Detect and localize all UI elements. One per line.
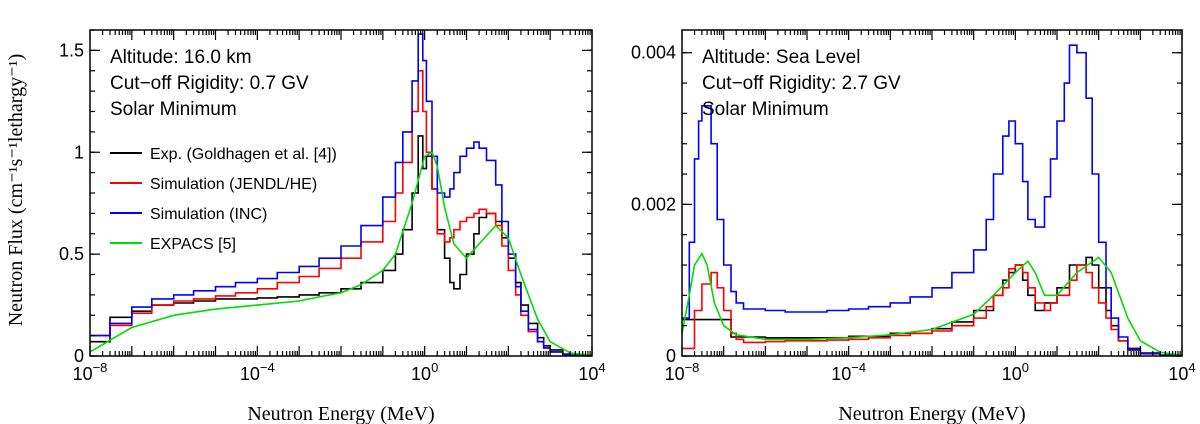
annotation-line-3: Solar Minimum (702, 99, 829, 120)
series-group (682, 44, 1182, 356)
x-tick-exponent: −8 (685, 360, 700, 375)
x-tick-exponent: −8 (93, 360, 108, 375)
series-line-4 (90, 151, 592, 356)
series-line-3 (682, 44, 1182, 356)
legend-label-4: EXPACS [5] (150, 236, 236, 253)
x-tick-label: 104 (578, 360, 605, 384)
x-tick-label: 10−8 (73, 360, 108, 384)
y-axis-label: Neutron Flux (cm⁻¹s⁻¹lethargy⁻¹) (5, 54, 27, 327)
x-tick-exponent: 0 (1022, 360, 1029, 375)
y-tick-label: 0 (666, 346, 676, 366)
x-tick-base: 10 (831, 364, 851, 384)
x-tick-label: 100 (411, 360, 438, 384)
series-group (90, 33, 592, 356)
y-tick-label: 0 (74, 346, 84, 366)
series-line-4 (682, 252, 1182, 356)
x-tick-base: 10 (411, 364, 431, 384)
x-tick-label: 104 (1168, 360, 1195, 384)
series-line-2 (90, 70, 592, 356)
legend-label-1: Exp. (Goldhagen et al. [4]) (150, 146, 337, 163)
annotation-line-2: Cut−off Rigidity: 2.7 GV (702, 73, 901, 94)
x-tick-base: 10 (1002, 364, 1022, 384)
x-tick-base: 10 (240, 364, 260, 384)
annotation-line-3: Solar Minimum (110, 99, 237, 120)
x-tick-exponent: 0 (431, 360, 438, 375)
annotation-line-2: Cut−off Rigidity: 0.7 GV (110, 73, 309, 94)
x-tick-label: 10−8 (665, 360, 700, 384)
x-axis-label: Neutron Energy (MeV) (838, 403, 1025, 424)
series-line-1 (682, 256, 1182, 356)
y-tick-label: 1 (74, 142, 84, 162)
x-tick-exponent: −4 (260, 360, 275, 375)
legend: Exp. (Goldhagen et al. [4]) Simulation (J… (110, 146, 337, 253)
y-tick-label: 0.004 (631, 43, 676, 63)
legend-label-3: Simulation (INC) (150, 206, 267, 223)
x-tick-label: 100 (1002, 360, 1029, 384)
x-tick-base: 10 (73, 364, 93, 384)
x-tick-base: 10 (578, 364, 598, 384)
annotation-line-1: Altitude: 16.0 km (110, 47, 252, 68)
y-tick-label: 1.5 (59, 40, 84, 60)
x-tick-exponent: 4 (1188, 360, 1195, 375)
series-line-3 (90, 33, 592, 356)
x-tick-label: 10−4 (831, 360, 866, 384)
x-tick-exponent: 4 (598, 360, 605, 375)
x-axis-label: Neutron Energy (MeV) (247, 403, 434, 424)
y-tick-label: 0.002 (631, 194, 676, 214)
annotation-line-1: Altitude: Sea Level (702, 47, 860, 68)
legend-label-2: Simulation (JENDL/HE) (150, 176, 317, 193)
x-tick-exponent: −4 (851, 360, 866, 375)
x-tick-base: 10 (665, 364, 685, 384)
series-line-2 (682, 264, 1182, 356)
y-tick-label: 0.5 (59, 244, 84, 264)
x-tick-label: 10−4 (240, 360, 275, 384)
x-tick-base: 10 (1168, 364, 1188, 384)
